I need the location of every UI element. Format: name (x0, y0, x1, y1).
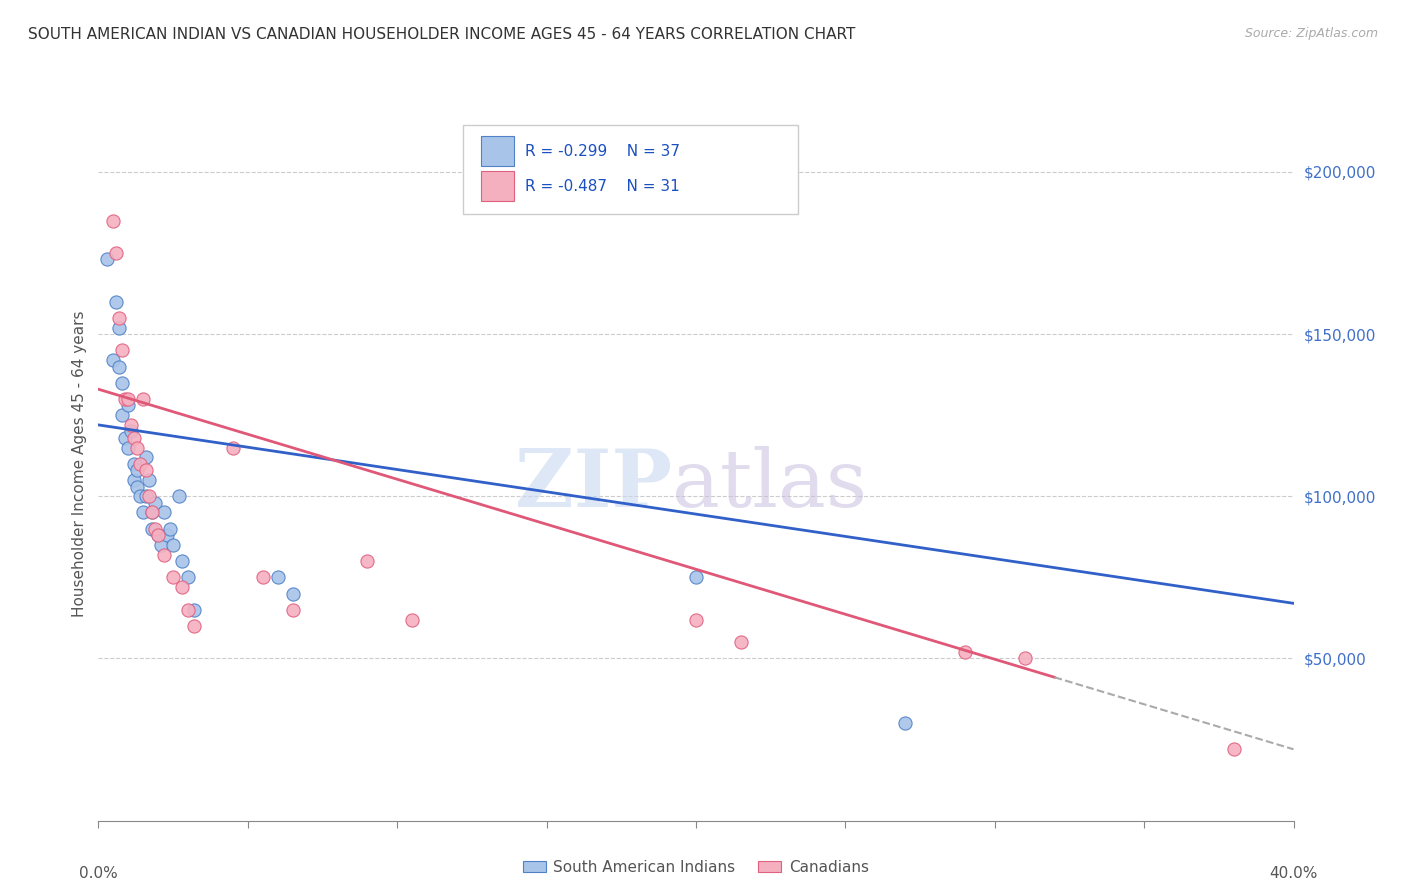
Point (183, 619, 205, 633)
Point (127, 463, 149, 477)
Point (153, 506, 176, 520)
Point (252, 570, 274, 584)
Text: ZIP: ZIP (515, 446, 672, 524)
Point (685, 570, 707, 584)
Point (127, 479, 149, 493)
Point (162, 538, 184, 552)
Point (267, 570, 290, 584)
Point (117, 399, 139, 413)
Point (177, 603, 200, 617)
Point (108, 359, 131, 374)
Point (132, 506, 155, 520)
Point (141, 522, 163, 536)
Point (111, 343, 134, 358)
Point (141, 506, 163, 520)
FancyBboxPatch shape (463, 125, 797, 214)
FancyBboxPatch shape (481, 171, 515, 202)
Point (138, 473, 160, 487)
Point (281, 586, 304, 600)
Point (148, 528, 170, 542)
Point (117, 441, 139, 455)
Point (1223, 742, 1246, 756)
Text: 0.0%: 0.0% (79, 866, 118, 881)
Point (135, 450, 157, 465)
Point (127, 441, 149, 455)
Point (120, 425, 142, 439)
Point (108, 320, 131, 334)
Point (730, 635, 752, 649)
Point (124, 457, 146, 471)
Point (103, 213, 125, 227)
Point (172, 554, 194, 568)
Text: SOUTH AMERICAN INDIAN VS CANADIAN HOUSEHOLDER INCOME AGES 45 - 64 YEARS CORRELAT: SOUTH AMERICAN INDIAN VS CANADIAN HOUSEH… (28, 27, 855, 42)
Point (172, 580, 194, 594)
Point (177, 570, 200, 584)
Point (114, 431, 136, 445)
Point (105, 294, 128, 309)
Point (111, 376, 134, 390)
Point (120, 417, 142, 432)
Point (103, 353, 125, 368)
Text: atlas: atlas (672, 446, 868, 524)
Point (150, 538, 173, 552)
Point (124, 431, 146, 445)
Point (138, 489, 160, 503)
Point (143, 496, 166, 510)
Point (129, 457, 152, 471)
Point (114, 392, 136, 406)
Point (401, 613, 423, 627)
Point (96, 252, 118, 267)
Point (105, 246, 128, 260)
Y-axis label: Householder Income Ages 45 - 64 years: Householder Income Ages 45 - 64 years (72, 310, 87, 617)
Legend: South American Indians, Canadians: South American Indians, Canadians (517, 854, 875, 880)
Point (135, 489, 157, 503)
Point (108, 310, 131, 325)
Point (143, 522, 166, 536)
Point (183, 603, 205, 617)
Point (111, 408, 134, 422)
Text: R = -0.487    N = 31: R = -0.487 N = 31 (524, 178, 681, 194)
Point (153, 548, 176, 562)
Point (222, 441, 245, 455)
Point (356, 554, 378, 568)
Point (141, 506, 163, 520)
Point (685, 613, 707, 627)
Point (129, 489, 152, 503)
Point (159, 522, 181, 536)
FancyBboxPatch shape (481, 136, 515, 166)
Point (117, 392, 139, 406)
Text: Source: ZipAtlas.com: Source: ZipAtlas.com (1244, 27, 1378, 40)
Point (167, 489, 190, 503)
Point (953, 645, 976, 659)
Point (156, 528, 179, 542)
Point (148, 528, 170, 542)
Text: R = -0.299    N = 37: R = -0.299 N = 37 (524, 144, 681, 159)
Point (132, 392, 155, 406)
Text: 40.0%: 40.0% (1270, 866, 1317, 881)
Point (1014, 651, 1036, 665)
Point (124, 473, 146, 487)
Point (894, 716, 917, 731)
Point (162, 570, 184, 584)
Point (135, 463, 157, 477)
Point (281, 603, 304, 617)
